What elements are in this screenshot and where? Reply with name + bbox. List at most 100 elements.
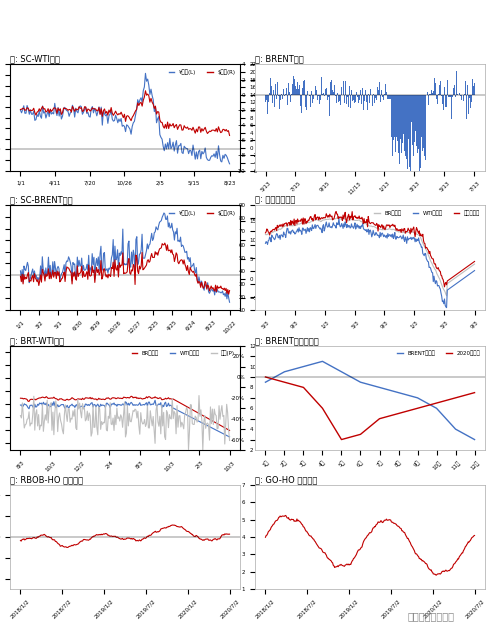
Bar: [400, 95, 402, 139]
Bar: [404, 95, 405, 150]
Text: 图: BRENT季节性走势: 图: BRENT季节性走势: [255, 336, 319, 345]
Bar: [294, 95, 296, 97]
Bar: [470, 95, 471, 107]
Bar: [468, 95, 469, 114]
Bar: [346, 95, 347, 104]
Bar: [366, 95, 367, 111]
Bar: [302, 88, 303, 95]
Bar: [305, 95, 306, 107]
Bar: [396, 95, 397, 137]
Bar: [273, 90, 274, 95]
Bar: [460, 95, 462, 100]
Bar: [270, 78, 271, 95]
Bar: [334, 85, 335, 95]
Bar: [456, 71, 457, 95]
Bar: [434, 78, 435, 95]
Bar: [268, 95, 269, 102]
Bar: [421, 95, 422, 137]
Bar: [403, 95, 404, 167]
Bar: [432, 95, 434, 102]
Bar: [310, 95, 311, 107]
Bar: [473, 87, 474, 95]
Bar: [464, 94, 465, 95]
Bar: [413, 95, 414, 156]
Bar: [398, 95, 400, 130]
Bar: [329, 95, 330, 116]
Bar: [282, 95, 283, 99]
Bar: [406, 95, 407, 159]
Bar: [430, 88, 432, 95]
Bar: [328, 95, 329, 97]
Bar: [332, 90, 333, 95]
Bar: [313, 95, 314, 99]
Bar: [435, 83, 436, 95]
Text: 能源研究发展中心: 能源研究发展中心: [408, 611, 455, 621]
Bar: [448, 95, 449, 97]
Bar: [377, 87, 378, 95]
Bar: [284, 95, 285, 96]
Bar: [450, 95, 451, 97]
Bar: [414, 95, 416, 149]
Bar: [322, 95, 324, 101]
Bar: [395, 95, 396, 152]
Bar: [301, 95, 302, 113]
Bar: [276, 95, 278, 111]
Bar: [436, 95, 437, 99]
Bar: [437, 95, 438, 104]
Bar: [379, 82, 380, 95]
Bar: [374, 95, 375, 102]
Bar: [384, 95, 386, 96]
Bar: [412, 95, 413, 149]
Bar: [278, 83, 280, 95]
Bar: [472, 79, 473, 95]
Text: 图: SC-WTI价差: 图: SC-WTI价差: [10, 55, 60, 64]
Bar: [336, 95, 337, 109]
Bar: [376, 95, 377, 100]
Bar: [380, 95, 381, 102]
Bar: [312, 95, 313, 104]
Bar: [378, 90, 379, 95]
Bar: [449, 95, 450, 109]
Bar: [330, 82, 331, 95]
Bar: [287, 95, 288, 105]
Bar: [367, 95, 368, 109]
Bar: [280, 95, 281, 100]
Bar: [390, 95, 391, 99]
Bar: [424, 95, 425, 156]
Bar: [272, 95, 273, 103]
Bar: [364, 95, 365, 101]
Legend: ¥价差(L), $价差(R): ¥价差(L), $价差(R): [166, 67, 237, 77]
Bar: [454, 85, 455, 95]
Bar: [348, 95, 349, 107]
Bar: [308, 95, 310, 114]
Bar: [300, 95, 301, 106]
Bar: [297, 82, 298, 95]
Bar: [439, 85, 440, 95]
Bar: [303, 81, 304, 95]
Text: 现货市场: 现货市场: [362, 35, 388, 44]
Bar: [402, 95, 403, 143]
Bar: [283, 89, 284, 95]
Bar: [318, 95, 319, 96]
Legend: ¥价差(L), $价差(R): ¥价差(L), $价差(R): [166, 208, 237, 218]
Bar: [443, 95, 444, 110]
Bar: [338, 95, 340, 107]
Text: 原油价格趋势: 原油价格趋势: [222, 7, 278, 21]
Bar: [267, 95, 268, 114]
Bar: [317, 95, 318, 100]
Text: 图: SC-BRENT价差: 图: SC-BRENT价差: [10, 196, 72, 205]
Bar: [408, 95, 409, 138]
Bar: [363, 95, 364, 110]
Bar: [466, 95, 467, 119]
Text: 图: GO-HO 价差走势: 图: GO-HO 价差走势: [255, 475, 318, 484]
Bar: [290, 81, 291, 95]
Legend: BR结算价, WTI结算价, 价差(P): BR结算价, WTI结算价, 价差(P): [130, 348, 237, 358]
Bar: [344, 95, 345, 102]
Bar: [356, 92, 357, 95]
Bar: [347, 95, 348, 97]
Bar: [304, 80, 305, 95]
Bar: [427, 92, 428, 95]
Bar: [452, 95, 453, 97]
Bar: [440, 81, 441, 95]
Bar: [315, 86, 316, 95]
